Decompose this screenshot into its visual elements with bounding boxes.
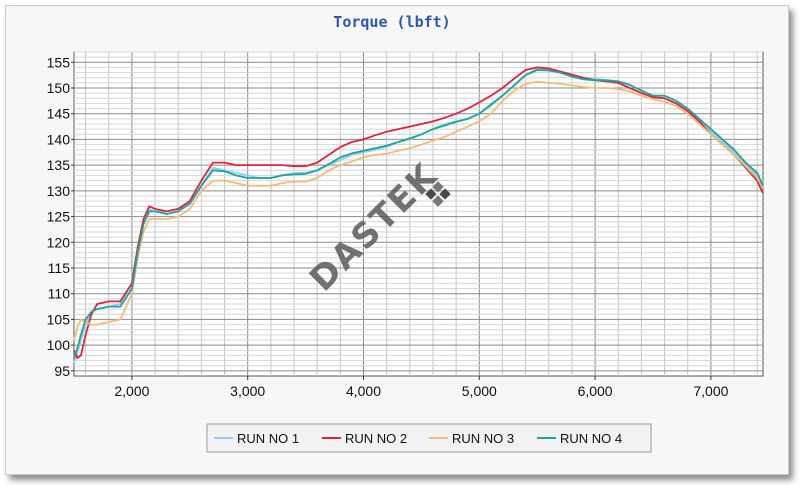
y-tick-label: 110 <box>48 286 71 302</box>
y-tick-label: 120 <box>47 234 71 250</box>
x-tick-label: 5,000 <box>462 383 497 399</box>
x-tick-label: 2,000 <box>114 383 149 399</box>
y-tick-label: 130 <box>47 183 71 199</box>
series-line-run-2 <box>73 66 764 359</box>
y-tick-label: 140 <box>47 131 71 147</box>
legend-label: RUN NO 2 <box>345 431 407 446</box>
x-tick-label: 7,000 <box>693 383 728 399</box>
y-tick-label: 155 <box>47 54 71 70</box>
series-line-run-3 <box>73 80 764 341</box>
y-tick-label: 125 <box>47 209 71 225</box>
grid-lines <box>74 51 763 376</box>
y-tick-label: 95 <box>54 363 70 379</box>
legend-label: RUN NO 4 <box>560 431 622 446</box>
series-lines <box>73 66 764 364</box>
x-tick-label: 3,000 <box>230 383 265 399</box>
chart-title: Torque (lbft) <box>333 13 450 31</box>
axis-ticks: 95 100 105 110 115 120 125 130 135 140 145 150 155 2,… <box>47 54 729 399</box>
torque-chart: Torque (lbft) 95 100 105 110 115 120 125 130 135… <box>47 13 764 453</box>
y-tick-label: 135 <box>47 157 71 173</box>
x-tick-label: 4,000 <box>346 383 381 399</box>
x-tick-label: 6,000 <box>578 383 613 399</box>
y-tick-label: 150 <box>47 80 71 96</box>
y-tick-label: 105 <box>47 311 71 327</box>
legend: RUN NO 1 RUN NO 2 RUN NO 3 RUN NO 4 <box>206 423 652 453</box>
plot-area <box>73 51 764 377</box>
legend-label: RUN NO 1 <box>237 431 299 446</box>
y-tick-label: 145 <box>47 106 71 122</box>
series-line-run-4 <box>73 69 764 359</box>
y-tick-label: 100 <box>47 337 71 353</box>
legend-label: RUN NO 3 <box>452 431 514 446</box>
y-tick-label: 115 <box>48 260 71 276</box>
chart-frame: Torque (lbft) 95 100 105 110 115 120 125 130 135… <box>5 5 789 475</box>
